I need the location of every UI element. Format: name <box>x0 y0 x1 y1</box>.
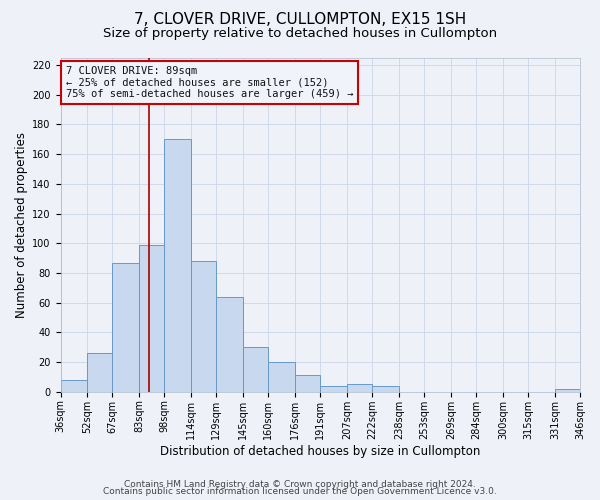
Text: 7 CLOVER DRIVE: 89sqm
← 25% of detached houses are smaller (152)
75% of semi-det: 7 CLOVER DRIVE: 89sqm ← 25% of detached … <box>66 66 353 99</box>
Bar <box>555 389 580 392</box>
Text: Contains HM Land Registry data © Crown copyright and database right 2024.: Contains HM Land Registry data © Crown c… <box>124 480 476 489</box>
Text: 7, CLOVER DRIVE, CULLOMPTON, EX15 1SH: 7, CLOVER DRIVE, CULLOMPTON, EX15 1SH <box>134 12 466 28</box>
Bar <box>268 362 295 392</box>
Bar <box>88 353 112 392</box>
Bar <box>372 386 399 392</box>
Bar <box>320 386 347 392</box>
X-axis label: Distribution of detached houses by size in Cullompton: Distribution of detached houses by size … <box>160 444 481 458</box>
Y-axis label: Number of detached properties: Number of detached properties <box>15 132 28 318</box>
Bar <box>243 347 268 392</box>
Text: Contains public sector information licensed under the Open Government Licence v3: Contains public sector information licen… <box>103 488 497 496</box>
Bar <box>347 384 372 392</box>
Bar <box>217 296 243 392</box>
Bar <box>61 380 88 392</box>
Bar <box>139 244 164 392</box>
Bar <box>164 139 191 392</box>
Bar <box>112 262 139 392</box>
Bar <box>191 261 217 392</box>
Bar <box>295 376 320 392</box>
Text: Size of property relative to detached houses in Cullompton: Size of property relative to detached ho… <box>103 28 497 40</box>
